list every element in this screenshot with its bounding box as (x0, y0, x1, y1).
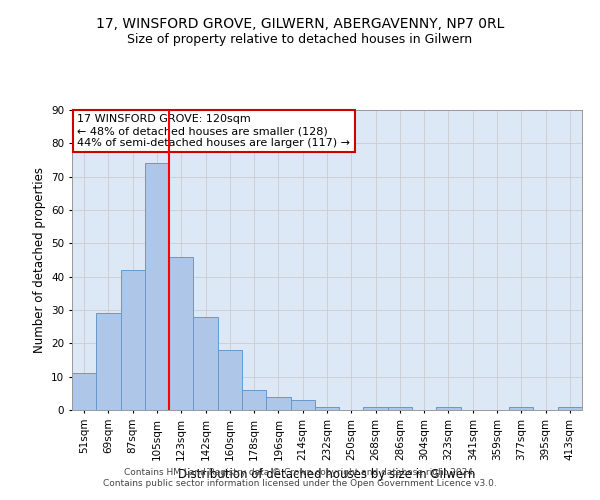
Bar (121, 270, 145, 410)
Bar (290, 400, 315, 410)
Text: Size of property relative to detached houses in Gilwern: Size of property relative to detached ho… (127, 32, 473, 46)
Bar (509, 406, 533, 410)
Bar (436, 406, 461, 410)
Text: 17, WINSFORD GROVE, GILWERN, ABERGAVENNY, NP7 0RL: 17, WINSFORD GROVE, GILWERN, ABERGAVENNY… (96, 18, 504, 32)
Bar (72, 374, 96, 410)
Bar (388, 406, 412, 410)
Bar (315, 406, 339, 410)
X-axis label: Distribution of detached houses by size in Gilwern: Distribution of detached houses by size … (178, 468, 476, 481)
Y-axis label: Number of detached properties: Number of detached properties (32, 167, 46, 353)
Bar (242, 390, 266, 410)
Bar (218, 350, 242, 410)
Bar (266, 396, 290, 410)
Bar (558, 406, 582, 410)
Text: 17 WINSFORD GROVE: 120sqm
← 48% of detached houses are smaller (128)
44% of semi: 17 WINSFORD GROVE: 120sqm ← 48% of detac… (77, 114, 350, 148)
Bar (364, 406, 388, 410)
Bar (96, 314, 121, 410)
Bar (169, 256, 193, 410)
Bar (145, 164, 169, 410)
Bar (193, 316, 218, 410)
Text: Contains HM Land Registry data © Crown copyright and database right 2024.
Contai: Contains HM Land Registry data © Crown c… (103, 468, 497, 487)
